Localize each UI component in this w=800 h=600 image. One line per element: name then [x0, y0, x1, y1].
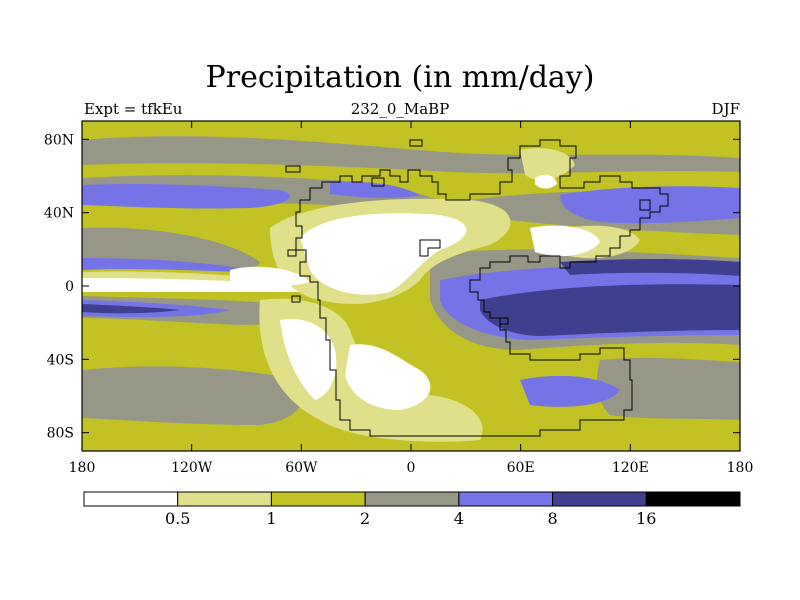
colorbar: 0.5 1 2 4 8 16	[83, 491, 741, 528]
colorbar-swatch	[270, 491, 366, 507]
field-paleyellow-siberia	[520, 148, 575, 181]
field-dark-tethys	[560, 259, 740, 276]
x-tick-label: 180	[69, 460, 96, 476]
colorbar-level-label: 8	[547, 509, 557, 528]
colorbar-swatch	[364, 491, 460, 507]
colorbar-level-label: 2	[360, 509, 370, 528]
field-white-asia	[530, 225, 600, 257]
y-tick-label: 0	[65, 279, 74, 295]
x-tick-label: 120W	[171, 460, 213, 476]
precipitation-field	[82, 121, 740, 451]
field-dark-east	[480, 284, 740, 336]
coastline-details	[419, 199, 651, 325]
x-tick-label: 60E	[507, 460, 535, 476]
colorbar-swatch	[177, 491, 272, 507]
field-dark-pacific-south	[82, 304, 180, 314]
colorbar-swatch	[458, 491, 554, 507]
y-tick-label: 40N	[44, 206, 74, 222]
colorbar-level-label: 1	[266, 509, 276, 528]
colorbar-swatch	[645, 491, 741, 507]
age-label: 232_0_MaBP	[350, 100, 450, 118]
pangaea-coastline	[295, 139, 669, 437]
field-white-west	[230, 266, 310, 287]
island-outlines	[285, 139, 423, 303]
colorbar-level-label: 16	[636, 509, 656, 528]
field-grey-south	[82, 366, 304, 425]
field-blue-pacific-north	[82, 183, 290, 209]
colorbar-level-label: 0.5	[165, 509, 190, 528]
y-tick-label: 40S	[47, 352, 74, 368]
colorbar-level-label: 4	[454, 509, 464, 528]
field-grey-north	[82, 136, 740, 174]
field-blue-itcz-north	[82, 258, 240, 272]
y-tick-label: 80S	[47, 426, 74, 442]
colorbar-swatch	[83, 491, 179, 507]
axis-ticks: 80N 40N 0 40S 80S 180 120W 60W 0 60E 120E 180	[44, 121, 753, 476]
field-grey-south-east	[597, 357, 740, 420]
season-label: DJF	[711, 100, 740, 118]
x-tick-label: 0	[407, 460, 416, 476]
field-white-south	[345, 344, 431, 410]
colorbar-swatch	[552, 491, 647, 507]
field-blue-south-east	[520, 375, 620, 407]
y-tick-label: 80N	[44, 132, 74, 148]
field-white-south-west	[280, 319, 337, 400]
field-white-north-pangaea	[300, 213, 467, 295]
field-white-siberia	[535, 174, 557, 189]
field-blue-atlantic-north	[330, 181, 420, 198]
plot-title: Precipitation (in mm/day)	[205, 60, 595, 95]
x-tick-label: 120E	[612, 460, 649, 476]
x-tick-label: 180	[727, 460, 754, 476]
field-white-equator	[82, 277, 300, 292]
field-grey-subtrop	[82, 227, 260, 270]
x-tick-label: 60W	[285, 460, 318, 476]
experiment-label: Expt = tfkEu	[84, 100, 183, 118]
